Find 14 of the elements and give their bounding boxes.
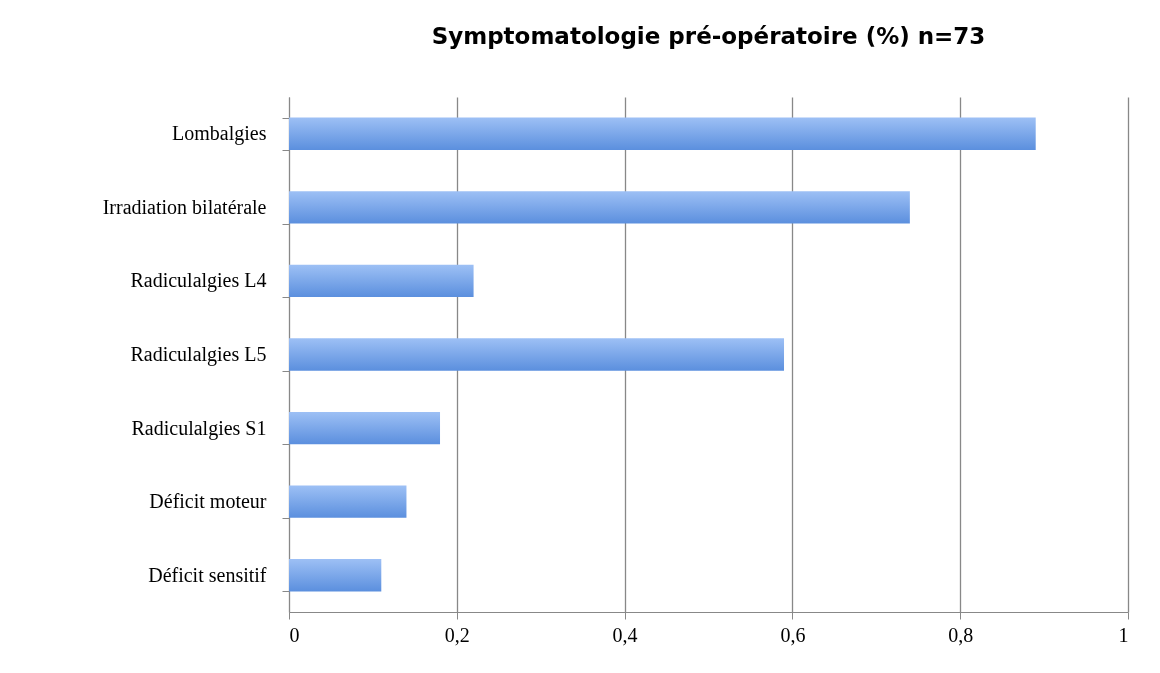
x-tick-label: 0,4 bbox=[612, 623, 638, 646]
y-tick-label: Déficit moteur bbox=[149, 490, 267, 513]
y-tick-label: Radiculalgies L4 bbox=[130, 269, 267, 293]
y-tick-label: Lombalgies bbox=[172, 122, 267, 146]
y-tick-label: Radiculalgies S1 bbox=[131, 416, 267, 440]
x-tick-label: 0,8 bbox=[948, 623, 974, 646]
x-tick-label: 1 bbox=[1118, 623, 1129, 646]
y-tick-label: Déficit sensitif bbox=[148, 563, 267, 586]
chart-title: Symptomatologie pré-opératoire (%) n=73 bbox=[431, 23, 986, 49]
x-tick-label: 0,6 bbox=[780, 623, 806, 646]
y-tick-label: Irradiation bilatérale bbox=[102, 195, 267, 218]
y-tick-label: Radiculalgies L5 bbox=[130, 343, 267, 366]
x-tick-label: 0,2 bbox=[444, 623, 470, 646]
x-tick-label: 0 bbox=[289, 623, 300, 646]
